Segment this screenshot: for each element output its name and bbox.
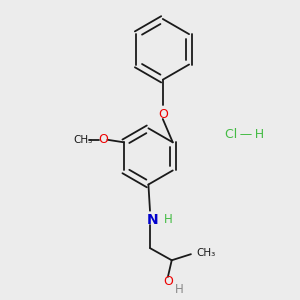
Text: CH₃: CH₃ (197, 248, 216, 258)
Text: Cl — H: Cl — H (225, 128, 264, 140)
Text: O: O (98, 133, 108, 146)
Text: CH₃: CH₃ (74, 135, 93, 145)
Text: N: N (147, 213, 158, 227)
Text: O: O (163, 274, 173, 287)
Text: O: O (158, 108, 168, 121)
Text: H: H (164, 213, 173, 226)
Text: H: H (175, 283, 184, 296)
